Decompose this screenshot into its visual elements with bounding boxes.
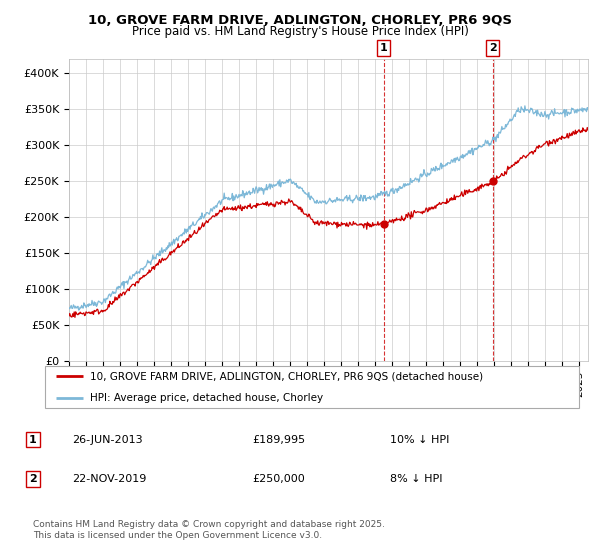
Text: Contains HM Land Registry data © Crown copyright and database right 2025.
This d: Contains HM Land Registry data © Crown c… — [33, 520, 385, 540]
Text: £189,995: £189,995 — [252, 435, 305, 445]
Text: 1: 1 — [380, 43, 388, 53]
Text: 8% ↓ HPI: 8% ↓ HPI — [390, 474, 443, 484]
Text: HPI: Average price, detached house, Chorley: HPI: Average price, detached house, Chor… — [89, 393, 323, 403]
Text: 26-JUN-2013: 26-JUN-2013 — [72, 435, 143, 445]
Text: 2: 2 — [489, 43, 497, 53]
Text: 10, GROVE FARM DRIVE, ADLINGTON, CHORLEY, PR6 9QS (detached house): 10, GROVE FARM DRIVE, ADLINGTON, CHORLEY… — [89, 371, 482, 381]
Text: £250,000: £250,000 — [252, 474, 305, 484]
FancyBboxPatch shape — [45, 366, 579, 408]
Text: 22-NOV-2019: 22-NOV-2019 — [72, 474, 146, 484]
Text: 10% ↓ HPI: 10% ↓ HPI — [390, 435, 449, 445]
Text: 1: 1 — [29, 435, 37, 445]
Text: 10, GROVE FARM DRIVE, ADLINGTON, CHORLEY, PR6 9QS: 10, GROVE FARM DRIVE, ADLINGTON, CHORLEY… — [88, 14, 512, 27]
Text: Price paid vs. HM Land Registry's House Price Index (HPI): Price paid vs. HM Land Registry's House … — [131, 25, 469, 38]
Text: 2: 2 — [29, 474, 37, 484]
